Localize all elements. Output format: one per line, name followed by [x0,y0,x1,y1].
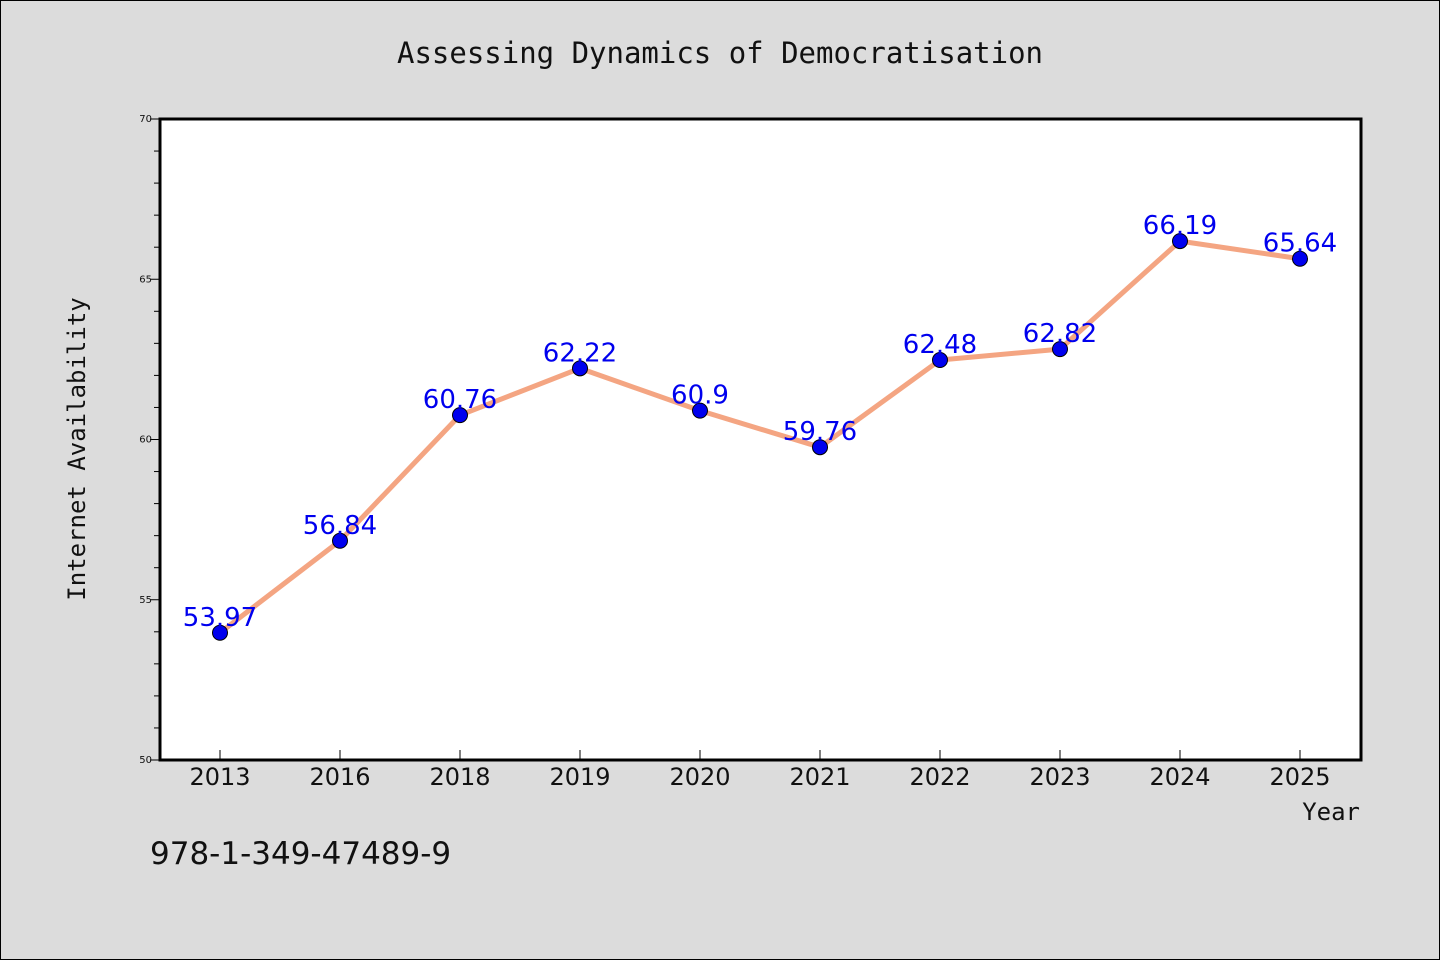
data-point [212,624,228,641]
data-point [1052,341,1068,358]
x-tick-label: 2025 [1269,763,1330,791]
chart-title: Assessing Dynamics of Democratisation [397,36,1043,70]
y-tick-label: 60 [139,435,152,446]
y-tick-label: 65 [139,274,152,285]
y-tick-label: 70 [139,114,152,125]
data-point [332,532,348,549]
data-label: 56.84 [303,511,377,541]
x-axis: 2013 2016 2018 2019 2020 2021 2022 2023 2024 2025 [189,750,1331,791]
x-tick-label: 2019 [549,763,610,791]
x-tick-label: 2023 [1029,763,1090,791]
data-point [692,402,708,419]
data-point [812,439,828,456]
data-labels: 53.97 56.84 60.76 62.22 60.9 59.76 62.48 62.82 6… [183,211,1337,633]
data-point [452,407,468,424]
x-tick-label: 2021 [789,763,850,791]
y-tick-label: 50 [139,755,152,766]
data-label: 66.19 [1143,211,1217,241]
y-tick-label: 55 [139,595,152,606]
data-label: 62.82 [1023,319,1097,349]
data-point [1292,250,1308,267]
x-axis-title: Year [1302,798,1360,826]
y-axis: 50 55 60 65 70 [139,114,160,766]
x-tick-label: 2020 [669,763,730,791]
data-label: 62.48 [903,330,977,360]
isbn-label: 978-1-349-47489-9 [150,836,451,872]
data-point [932,352,948,369]
data-label: 60.76 [423,385,497,415]
data-label: 62.22 [543,338,617,368]
data-point [1172,233,1188,250]
plot-area [158,117,1363,762]
x-tick-label: 2016 [309,763,370,791]
x-tick-label: 2013 [189,763,250,791]
data-point [572,360,588,377]
data-label: 60.9 [671,381,729,411]
x-tick-label: 2018 [429,763,490,791]
x-tick-label: 2024 [1149,763,1210,791]
series-line [218,238,1301,635]
x-tick-label: 2022 [909,763,970,791]
y-axis-title: Internet Availability [63,297,91,600]
data-markers [212,233,1308,641]
data-label: 53.97 [183,603,257,633]
data-label: 65.64 [1263,229,1337,259]
data-label: 59.76 [783,417,857,447]
